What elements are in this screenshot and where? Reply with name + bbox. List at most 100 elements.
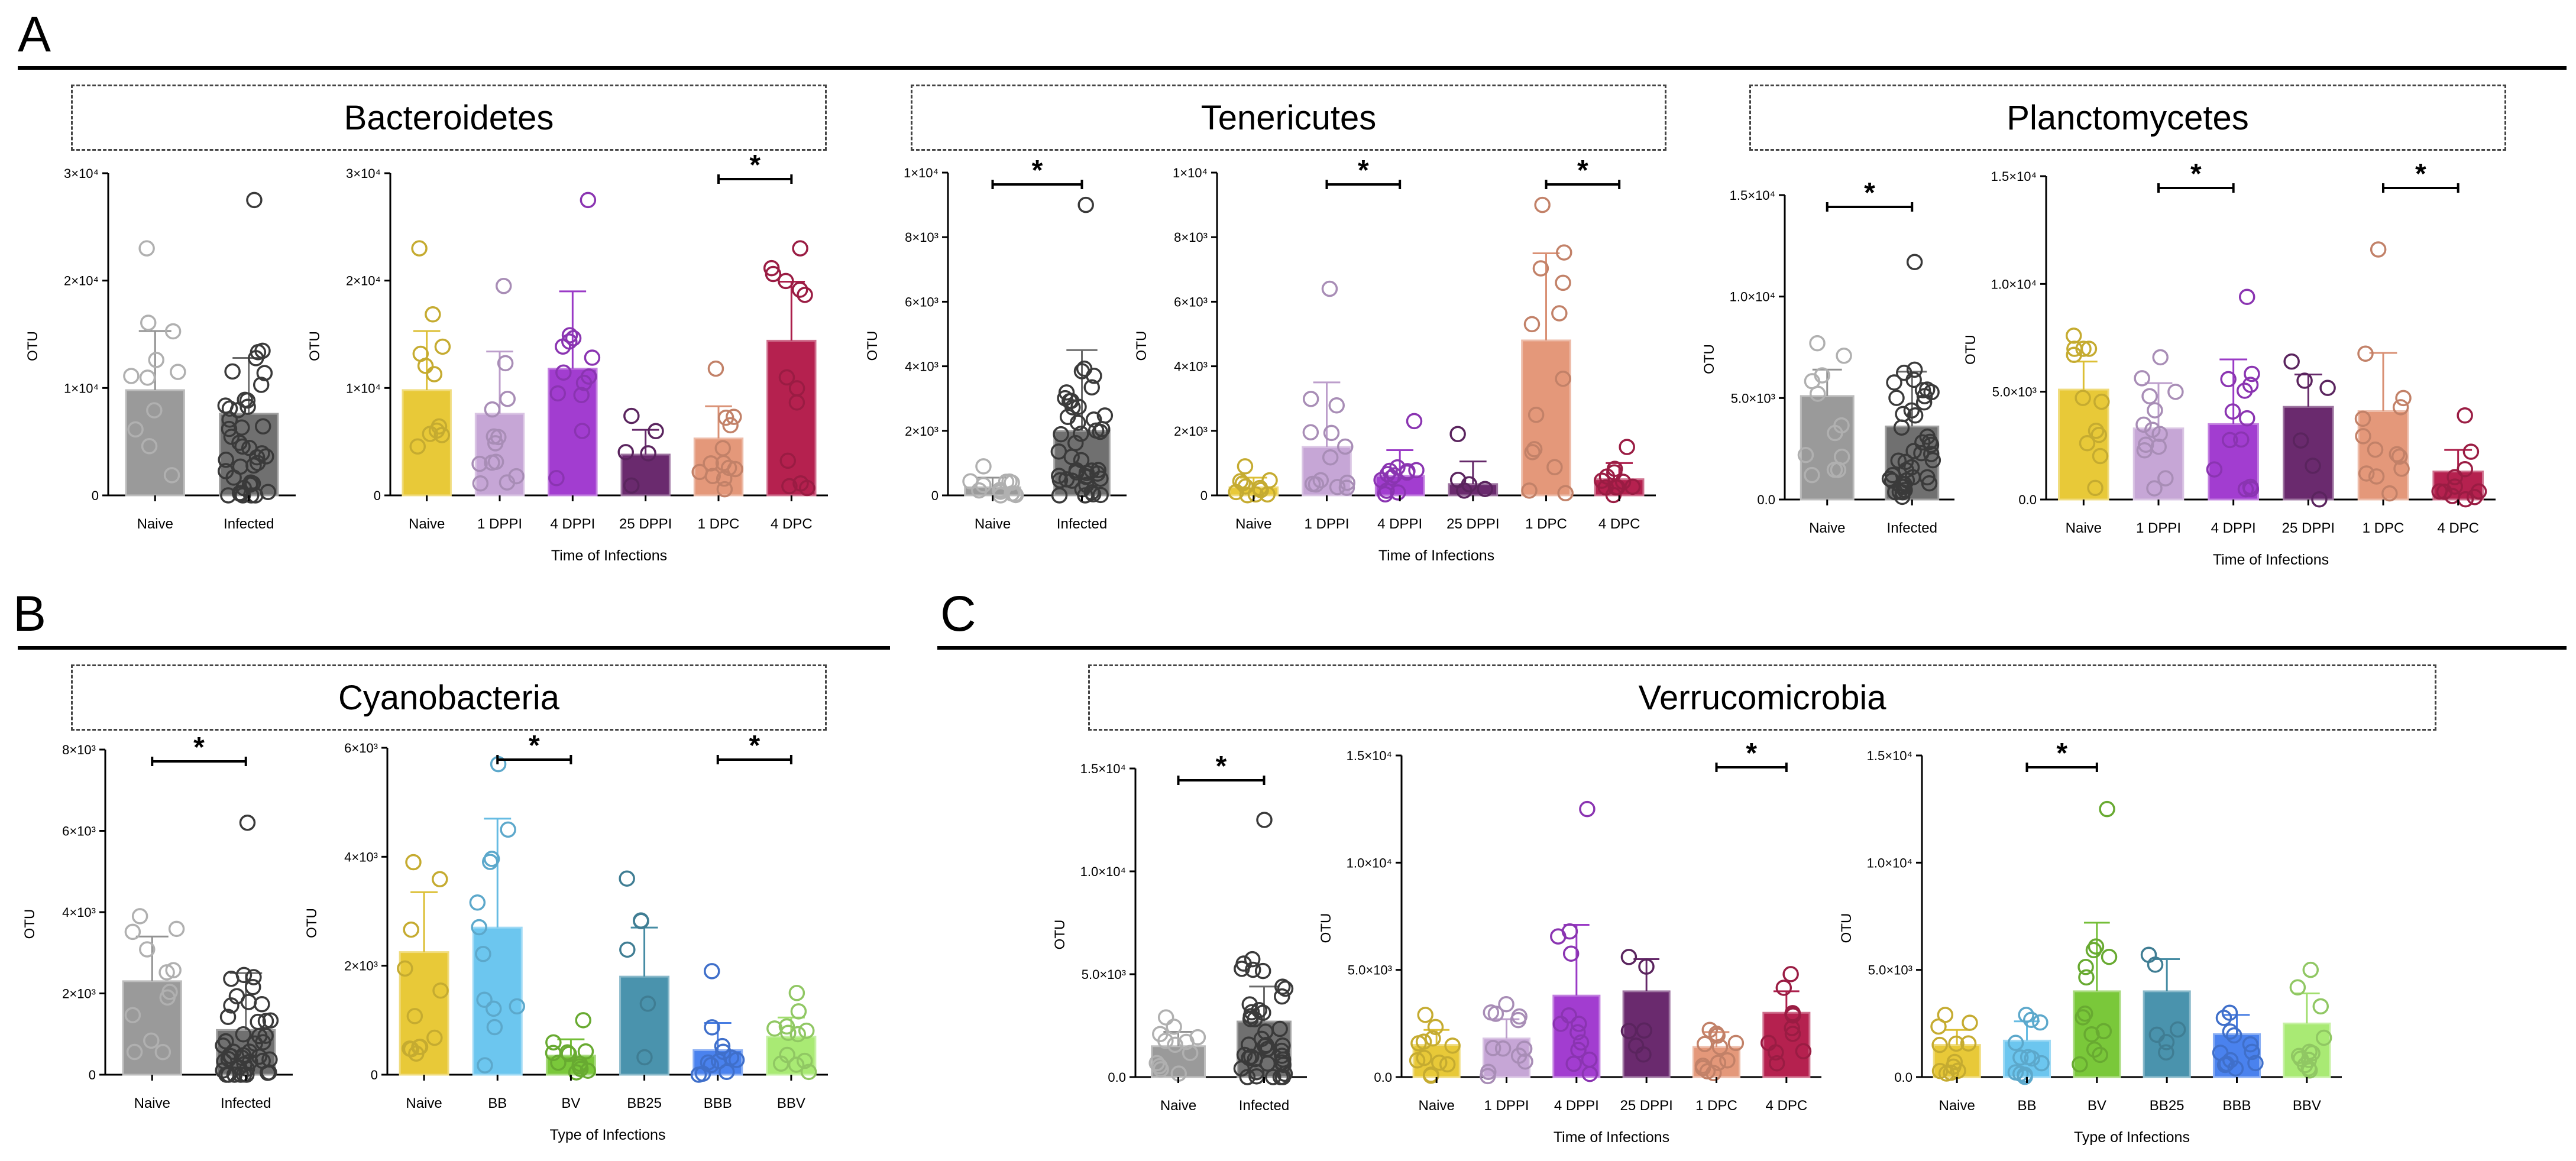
verr_ni-point (1243, 1004, 1260, 1020)
verr_t-point (1410, 1035, 1427, 1052)
cyan_t-sig-star-1: * (749, 730, 760, 761)
ten_t-point (1557, 485, 1574, 502)
ten_t-sig-star-0: * (1358, 155, 1369, 186)
plan_ni-point (1903, 402, 1920, 419)
cyan_t-xtick-label-5: BBV (777, 1095, 805, 1111)
plan_ni-point (1897, 453, 1914, 471)
bact_t-point (499, 391, 516, 407)
verr_type-xtick-label-1: BB (2017, 1098, 2036, 1114)
plan_t-point (2087, 479, 2103, 497)
verr_type-point (2222, 1023, 2239, 1040)
plan_t-point (2368, 468, 2385, 485)
bact_t-point (426, 366, 443, 382)
ten_t-point (1247, 486, 1264, 503)
verr_t-xtick-label-4: 1 DPC (1695, 1098, 1737, 1114)
plan_t-point (2392, 399, 2409, 416)
bact_ni-point (141, 438, 158, 455)
verr_type-point (2227, 1060, 2244, 1077)
ten_ni-point (1051, 487, 1068, 504)
verr_t-point (1719, 1052, 1736, 1069)
bact_ni-point (232, 485, 248, 502)
ten_t-sig-star-1: * (1577, 155, 1588, 186)
cyan_t-ytick-label: 0 (371, 1068, 378, 1082)
cyan_ni-ytick-label: 8×10³ (62, 742, 96, 757)
ten_t-point (1399, 464, 1416, 481)
cyan_t-point (690, 1066, 707, 1083)
plan_ni-point (1884, 467, 1901, 484)
verr_type-ylabel: OTU (1839, 913, 1855, 943)
bact_t-point (584, 349, 601, 366)
cyan_t-point (704, 1019, 720, 1036)
ten_ni-point (1050, 443, 1067, 460)
bact_ni-point (253, 377, 270, 393)
bact_ni-point (127, 421, 144, 438)
ten_t-point (1408, 462, 1425, 479)
verr_t-point (1570, 1042, 1587, 1058)
cyan_t-point (550, 1054, 567, 1071)
bact_t-point (497, 355, 514, 372)
bact_ni-point (218, 452, 234, 468)
bact_t-ytick-label: 2×10⁴ (346, 274, 381, 288)
plan_t-point (2462, 443, 2480, 460)
ten_t-point (1323, 424, 1340, 442)
verr_t-point (1409, 1052, 1426, 1069)
plan_t-sig-star-0: * (2190, 158, 2202, 190)
cyan_t-point (471, 919, 487, 936)
verr_type-point (2222, 1052, 2239, 1069)
cyan_t-point (402, 1040, 418, 1057)
cyan_t-point (619, 941, 636, 958)
plan_t-point (2296, 372, 2313, 389)
bact_t-point (791, 281, 808, 298)
cyan_ni-point (235, 1026, 252, 1043)
bact_t-point (788, 394, 805, 411)
plan_t-point (2167, 384, 2184, 400)
bact_ni-ytick-label: 0 (92, 488, 99, 503)
cyan_t-point (790, 1003, 807, 1020)
plan_ni-point (1809, 335, 1826, 352)
cyan_t-point (798, 1022, 815, 1039)
verr_t-point (1431, 1054, 1448, 1071)
verr_t-point (1565, 1055, 1582, 1072)
ten_t-point (1521, 482, 1538, 499)
ten_t-point (1237, 478, 1254, 495)
ten_t-point (1551, 305, 1568, 322)
verr_type-point (2086, 1041, 2103, 1058)
ten_t-xtick-label-1: 1 DPPI (1304, 516, 1349, 532)
verr_t-point (1709, 1027, 1726, 1044)
cyan_ni-point (262, 1012, 279, 1029)
verr_t-sig-star-0: * (1746, 738, 1757, 769)
plan_ni-point (1826, 461, 1843, 478)
plan_t-point (2354, 410, 2371, 427)
plan_t-ylabel: OTU (1963, 335, 1979, 365)
plan_t-point (2381, 485, 2398, 502)
ten_ni-point (1083, 379, 1100, 396)
plan_t-point (2239, 410, 2255, 427)
bact_ni-point (139, 369, 156, 386)
plan_t-point (2150, 438, 2167, 455)
verr_t-point (1784, 1026, 1801, 1042)
bact_ni-point (164, 323, 182, 340)
ten_t-point (1321, 280, 1338, 297)
verr_t-point (1711, 1039, 1729, 1055)
ten_t-point (1526, 441, 1543, 458)
bact_t-xtick-label-5: 4 DPC (771, 516, 813, 532)
verr_type-point (2169, 1021, 2186, 1038)
verr_t-point (1638, 958, 1655, 975)
cyan_ni-bar-0 (122, 980, 182, 1076)
cyan_ni-point (158, 964, 175, 981)
verr_t-xtick-label-1: 1 DPPI (1484, 1098, 1529, 1114)
bact_ni-ylabel: OTU (25, 331, 41, 361)
plan_t-point (2457, 407, 2473, 424)
cyan_ni-point (254, 996, 270, 1013)
ten_t-xlabel: Time of Infections (1378, 547, 1494, 564)
plan_ni-ytick-label: 5.0×10³ (1731, 391, 1775, 406)
verr_t-point (1484, 1040, 1501, 1056)
verr_type-xtick-label-3: BB25 (2150, 1098, 2185, 1114)
cyan_t-point (636, 1049, 653, 1066)
cyan_t-point (432, 982, 449, 999)
verr_t-point (1562, 945, 1580, 962)
plan_t-point (2147, 402, 2163, 419)
verr_type-point (2289, 979, 2306, 996)
verr_t-point (1696, 1036, 1713, 1052)
plan_t-point (2135, 416, 2152, 433)
